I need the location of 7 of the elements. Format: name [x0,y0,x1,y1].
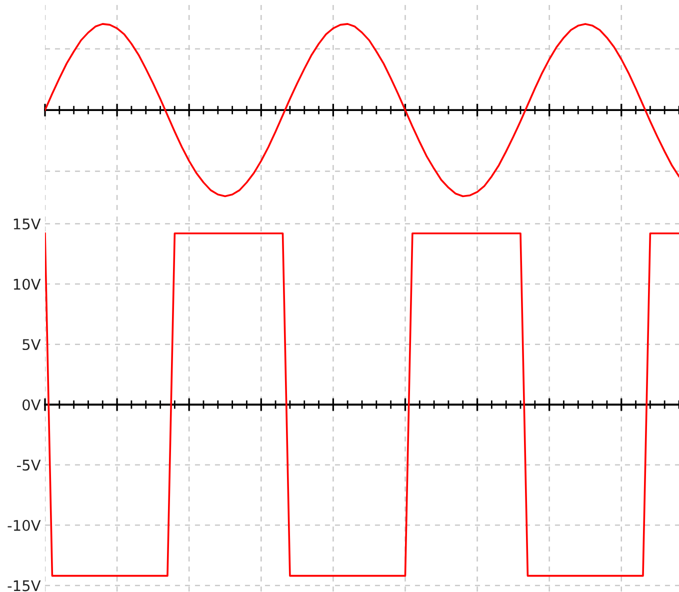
y-tick-label: 0V [22,399,41,410]
y-tick-label: -5V [17,460,41,471]
y-tick-label: -10V [8,520,41,531]
y-tick-label: 5V [22,339,41,350]
y-tick-label: 10V [14,278,41,290]
y-tick-label: 15V [14,218,41,230]
y-tick-label: -15V [8,580,41,592]
